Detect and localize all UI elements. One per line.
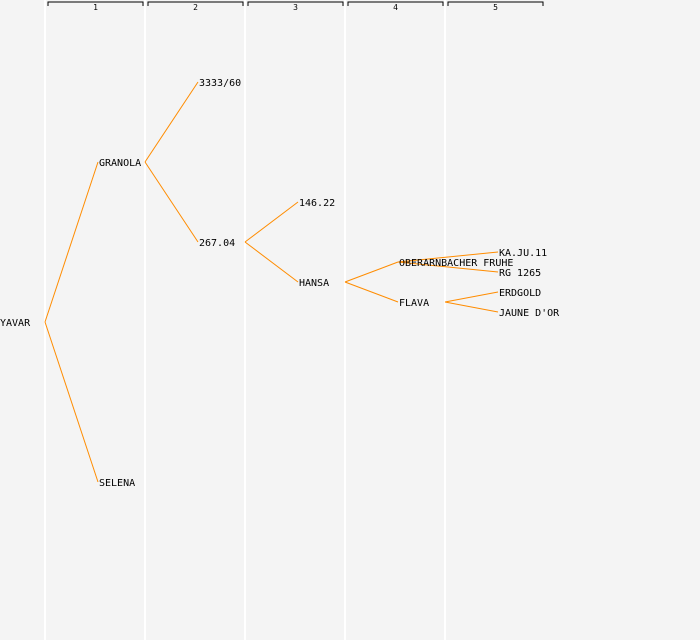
node-label-flava[interactable]: FLAVA — [399, 298, 429, 309]
node-label-hansa[interactable]: HANSA — [299, 278, 329, 289]
pedigree-edge — [44, 321, 99, 483]
node-label-oberarnbacher[interactable]: OBERARNBACHER FRUHE — [399, 258, 513, 269]
generation-number: 2 — [193, 3, 198, 12]
pedigree-edge — [344, 281, 399, 303]
node-label-rg1265[interactable]: RG 1265 — [499, 268, 541, 279]
generation-number: 1 — [93, 3, 98, 12]
generation-bracket — [147, 1, 244, 6]
pedigree-edge — [444, 291, 499, 303]
generation-bracket — [447, 1, 544, 6]
generation-number: 5 — [493, 3, 498, 12]
pedigree-edge — [144, 81, 199, 163]
pedigree-edge — [44, 161, 99, 323]
node-label-erdgold[interactable]: ERDGOLD — [499, 288, 541, 299]
generation-bracket — [347, 1, 444, 6]
generation-number: 4 — [393, 3, 398, 12]
pedigree-edge — [244, 241, 299, 283]
node-label-g26704[interactable]: 267.04 — [199, 238, 235, 249]
node-label-granola[interactable]: GRANOLA — [99, 158, 141, 169]
node-label-selena[interactable]: SELENA — [99, 478, 135, 489]
generation-number: 3 — [293, 3, 298, 12]
pedigree-edge — [244, 201, 299, 243]
node-label-g3333[interactable]: 3333/60 — [199, 78, 241, 89]
node-label-jaunedor[interactable]: JAUNE D'OR — [499, 308, 560, 319]
pedigree-edge — [397, 251, 499, 263]
pedigree-edge — [344, 261, 399, 283]
pedigree-edge — [144, 161, 199, 243]
generation-bracket — [247, 1, 344, 6]
generation-bracket — [47, 1, 144, 6]
pedigree-edge — [397, 261, 499, 273]
pedigree-edge — [444, 301, 499, 313]
node-label-yavar[interactable]: YAVAR — [0, 318, 31, 329]
node-label-kaju11[interactable]: KA.JU.11 — [499, 248, 547, 259]
node-label-g14622[interactable]: 146.22 — [299, 198, 335, 209]
